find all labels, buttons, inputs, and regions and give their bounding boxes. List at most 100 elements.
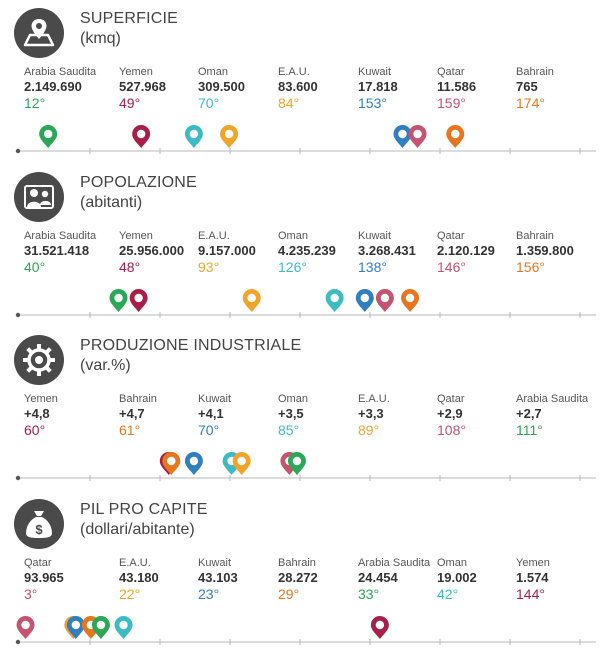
rank-marker — [109, 289, 128, 312]
country-name: E.A.U. — [358, 393, 390, 405]
country-name: Oman — [198, 66, 228, 78]
country-name: Kuwait — [358, 66, 392, 78]
rank-marker — [370, 616, 389, 639]
section-subtitle: (dollari/abitante) — [80, 521, 195, 538]
country-name: Yemen — [119, 230, 153, 242]
section-subtitle: (kmq) — [80, 30, 121, 47]
country-column: Arabia Saudita 2.149.690 12° — [24, 66, 114, 112]
country-rank: 3° — [24, 586, 38, 602]
country-name: Oman — [278, 230, 308, 242]
country-column: E.A.U. 43.180 22° — [119, 557, 209, 603]
country-value: 28.272 — [278, 570, 318, 585]
country-column: Arabia Saudita 24.454 33° — [358, 557, 448, 603]
country-name: Arabia Saudita — [24, 230, 97, 242]
country-column: Oman 19.002 42° — [437, 557, 527, 603]
country-rank: 108° — [437, 422, 466, 438]
country-rank: 159° — [437, 95, 466, 111]
country-column: Oman 4.235.239 126° — [278, 230, 368, 276]
country-name: Yemen — [119, 66, 153, 78]
country-value: 25.956.000 — [119, 243, 185, 258]
country-name: E.A.U. — [278, 66, 310, 78]
rank-marker — [375, 289, 394, 312]
country-value: 4.235.239 — [278, 243, 336, 258]
rank-marker — [162, 452, 181, 475]
country-rank: 146° — [437, 259, 466, 275]
rank-marker — [355, 289, 374, 312]
rank-marker — [325, 289, 344, 312]
country-name: Yemen — [24, 393, 58, 405]
country-name: Qatar — [24, 557, 52, 569]
country-rank: 84° — [278, 95, 300, 111]
country-name: Qatar — [437, 230, 465, 242]
section-subtitle: (abitanti) — [80, 194, 143, 211]
section-title: POPOLAZIONE — [80, 174, 197, 191]
country-name: Kuwait — [358, 230, 392, 242]
country-value: 765 — [516, 79, 538, 94]
country-column: Qatar 93.965 3° — [24, 557, 114, 603]
rank-marker — [242, 289, 261, 312]
country-rank: 12° — [24, 95, 46, 111]
country-name: Bahrain — [119, 393, 157, 405]
section-popolazione: POPOLAZIONE (abitanti) Arabia Saudita 31.… — [0, 164, 603, 326]
country-column: Bahrain +4,7 61° — [119, 393, 209, 439]
country-name: Arabia Saudita — [24, 66, 97, 78]
rank-marker — [220, 125, 239, 148]
rank-marker — [66, 616, 85, 639]
country-rank: 126° — [278, 259, 307, 275]
rank-marker — [408, 125, 427, 148]
country-column: E.A.U. 83.600 84° — [278, 66, 368, 112]
country-column: Bahrain 765 174° — [516, 66, 603, 112]
country-name: Arabia Saudita — [516, 393, 589, 405]
country-rank: 111° — [516, 422, 543, 438]
country-name: E.A.U. — [198, 230, 230, 242]
country-rank: 174° — [516, 95, 545, 111]
country-rank: 93° — [198, 259, 220, 275]
country-value: 24.454 — [358, 570, 398, 585]
country-rank: 22° — [119, 586, 141, 602]
rank-axis — [15, 452, 596, 481]
country-name: Kuwait — [198, 557, 232, 569]
section-title: PIL PRO CAPITE — [80, 501, 208, 518]
gear-icon — [14, 335, 64, 385]
svg-text:$: $ — [35, 522, 43, 537]
rank-axis — [15, 124, 596, 154]
country-name: Bahrain — [278, 557, 316, 569]
country-name: Qatar — [437, 393, 465, 405]
country-value: +4,7 — [119, 406, 145, 421]
country-rank: 60° — [24, 422, 46, 438]
country-value: +2,7 — [516, 406, 542, 421]
section-subtitle: (var.%) — [80, 357, 131, 374]
country-column: Oman +3,5 85° — [278, 393, 368, 439]
country-name: E.A.U. — [119, 557, 151, 569]
country-value: 1.574 — [516, 570, 549, 585]
country-name: Bahrain — [516, 230, 554, 242]
section-pil-pro-capite: $ PIL PRO CAPITE (dollari/abitante) Qata… — [0, 491, 603, 653]
country-column: Arabia Saudita 31.521.418 40° — [24, 230, 114, 276]
country-column: Kuwait 17.818 153° — [358, 66, 448, 112]
country-column: Oman 309.500 70° — [198, 66, 288, 112]
country-value: 309.500 — [198, 79, 245, 94]
country-rank: 29° — [278, 586, 300, 602]
country-value: +3,5 — [278, 406, 304, 421]
axis-origin — [15, 148, 21, 154]
rank-marker — [393, 125, 412, 148]
country-rank: 61° — [119, 422, 141, 438]
rank-axis — [15, 615, 596, 645]
rank-marker — [16, 616, 35, 639]
rank-marker — [401, 289, 420, 312]
rank-marker — [114, 616, 133, 639]
country-column: E.A.U. 9.157.000 93° — [198, 230, 288, 276]
rank-axis — [15, 289, 596, 318]
country-value: 83.600 — [278, 79, 318, 94]
country-rank: 42° — [437, 586, 459, 602]
rank-marker — [446, 125, 465, 148]
country-rank: 48° — [119, 259, 141, 275]
country-value: 17.818 — [358, 79, 398, 94]
country-column: Kuwait +4,1 70° — [198, 393, 288, 439]
map-pin-icon — [14, 8, 64, 58]
section-produzione-industriale: PRODUZIONE INDUSTRIALE (var.%) Yemen +4,8… — [0, 327, 603, 489]
country-rank: 49° — [119, 95, 141, 111]
country-column: Arabia Saudita +2,7 111° — [516, 393, 603, 439]
country-rank: 40° — [24, 259, 46, 275]
country-value: 11.586 — [437, 79, 477, 94]
